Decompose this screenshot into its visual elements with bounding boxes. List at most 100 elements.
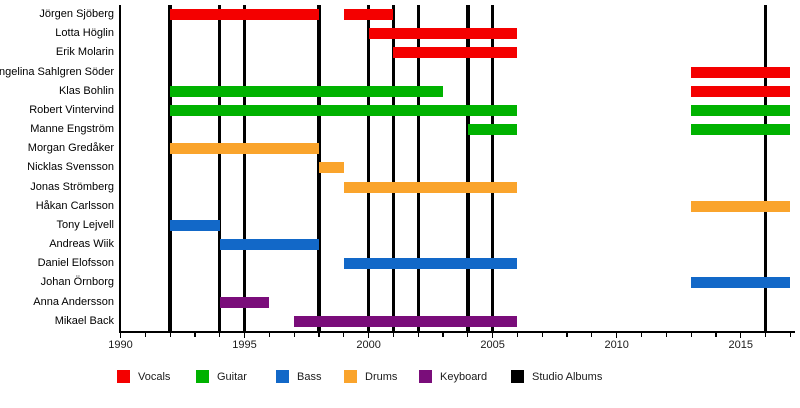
member-label-morgan-gred-ker: Morgan Gredåker xyxy=(27,142,114,155)
studio-album-line-1998 xyxy=(317,5,321,333)
x-axis-tick-2007 xyxy=(541,332,543,338)
legend-swatch-studio-albums xyxy=(511,370,524,383)
member-label-johan-rnborg: Johan Örnborg xyxy=(40,276,114,289)
x-axis-label-1990: 1990 xyxy=(108,339,133,351)
member-label-angelina-sahlgren-s-der: Angelina Sahlgren Söder xyxy=(0,65,114,78)
legend-item-drums: Drums xyxy=(344,369,397,384)
legend-swatch-bass xyxy=(276,370,289,383)
bar-j-rgen-sj-berg-vocals-1992 xyxy=(170,9,319,21)
x-axis-label-2015: 2015 xyxy=(728,339,753,351)
bar-anna-andersson-keyboard-1994 xyxy=(219,296,270,308)
legend-label-bass: Bass xyxy=(297,370,322,383)
x-axis-tick-2004 xyxy=(467,332,469,338)
x-axis-label-1995: 1995 xyxy=(232,339,257,351)
x-axis-tick-1995 xyxy=(243,332,246,339)
bar-manne-engstr-m-guitar-2004 xyxy=(467,124,518,136)
x-axis-label-2010: 2010 xyxy=(604,339,629,351)
member-label-jonas-str-mberg: Jonas Strömberg xyxy=(30,180,114,193)
x-axis xyxy=(118,330,795,333)
bar-robert-vintervind-guitar-1992 xyxy=(170,104,518,116)
member-label-lotta-h-glin: Lotta Höglin xyxy=(55,27,114,40)
legend-item-vocals: Vocals xyxy=(117,369,170,384)
x-axis-tick-1994 xyxy=(219,332,221,338)
studio-album-line-2002 xyxy=(416,5,420,333)
studio-album-line-2005 xyxy=(490,5,495,333)
x-axis-tick-1997 xyxy=(293,332,295,338)
legend-swatch-guitar xyxy=(196,370,209,383)
x-axis-tick-2012 xyxy=(665,332,667,338)
studio-album-line-2001 xyxy=(391,5,396,333)
member-label-anna-andersson: Anna Andersson xyxy=(33,295,114,308)
legend-label-guitar: Guitar xyxy=(217,370,247,383)
x-axis-label-2005: 2005 xyxy=(480,339,505,351)
legend-item-bass: Bass xyxy=(276,369,321,384)
x-axis-tick-1990 xyxy=(119,332,122,339)
x-axis-tick-2002 xyxy=(417,332,419,338)
studio-album-line-2000 xyxy=(366,5,371,333)
x-axis-tick-2016 xyxy=(764,332,767,338)
x-axis-tick-2015 xyxy=(740,332,742,339)
bar-jonas-str-mberg-drums-1999 xyxy=(343,181,518,193)
bar-h-kan-carlsson-drums-2013 xyxy=(691,200,791,212)
bar-mikael-back-keyboard-1997 xyxy=(294,315,518,327)
bar-manne-engstr-m-guitar-2013 xyxy=(691,124,791,136)
member-label-j-rgen-sj-berg: Jörgen Sjöberg xyxy=(39,8,114,20)
bar-j-rgen-sj-berg-vocals-1999 xyxy=(343,9,394,21)
member-label-mikael-back: Mikael Back xyxy=(54,314,114,327)
x-axis-tick-2017 xyxy=(789,332,791,338)
bar-klas-bohlin-vocals-2013 xyxy=(691,85,791,97)
x-axis-tick-2010 xyxy=(616,332,618,339)
x-axis-tick-1996 xyxy=(268,332,270,338)
legend-label-vocals: Vocals xyxy=(138,370,171,383)
bar-erik-molarin-vocals-2001 xyxy=(393,47,518,59)
x-axis-tick-2011 xyxy=(640,332,643,338)
member-label-robert-vintervind: Robert Vintervind xyxy=(29,103,114,116)
studio-album-line-2016 xyxy=(763,5,768,333)
x-axis-tick-1993 xyxy=(194,332,196,338)
x-axis-tick-1992 xyxy=(169,332,171,338)
bar-lotta-h-glin-vocals-2000 xyxy=(368,28,518,40)
bar-morgan-gred-ker-drums-1992 xyxy=(170,143,319,155)
legend-item-keyboard: Keyboard xyxy=(419,369,487,384)
x-axis-tick-2005 xyxy=(492,332,494,339)
bar-andreas-wiik-bass-1994 xyxy=(219,239,319,251)
x-axis-tick-2014 xyxy=(715,332,717,338)
studio-album-line-1995 xyxy=(242,5,247,333)
legend-swatch-vocals xyxy=(117,370,130,383)
x-axis-tick-2013 xyxy=(690,332,692,338)
x-axis-tick-2006 xyxy=(516,332,519,338)
x-axis-tick-2001 xyxy=(392,332,394,338)
x-axis-tick-2003 xyxy=(442,332,444,338)
member-label-klas-bohlin: Klas Bohlin xyxy=(58,84,114,97)
bar-nicklas-svensson-drums-1998 xyxy=(318,162,344,174)
member-label-manne-engstr-m: Manne Engström xyxy=(30,123,114,136)
bar-angelina-sahlgren-s-der-vocals-2013 xyxy=(691,66,791,78)
y-axis xyxy=(118,5,122,333)
legend-item-guitar: Guitar xyxy=(196,369,247,384)
studio-album-line-1994 xyxy=(218,5,222,333)
legend-label-keyboard: Keyboard xyxy=(440,370,488,383)
x-axis-tick-2009 xyxy=(591,332,593,338)
x-axis-tick-1999 xyxy=(343,332,345,338)
bar-daniel-elofsson-bass-1999 xyxy=(343,258,518,270)
studio-album-line-1992 xyxy=(168,5,172,333)
member-label-erik-molarin: Erik Molarin xyxy=(55,46,114,59)
studio-album-line-2004 xyxy=(466,5,470,333)
bar-johan-rnborg-bass-2013 xyxy=(691,277,791,289)
legend-swatch-keyboard xyxy=(419,370,432,383)
member-label-h-kan-carlsson: Håkan Carlsson xyxy=(35,199,114,212)
x-axis-tick-1991 xyxy=(144,332,146,338)
x-axis-tick-2000 xyxy=(368,332,370,339)
x-axis-tick-2008 xyxy=(566,332,568,338)
member-label-daniel-elofsson: Daniel Elofsson xyxy=(37,257,114,270)
member-label-tony-lejvell: Tony Lejvell xyxy=(56,218,114,231)
x-axis-tick-1998 xyxy=(318,332,320,338)
x-axis-label-2000: 2000 xyxy=(356,339,381,351)
member-label-andreas-wiik: Andreas Wiik xyxy=(49,238,114,251)
member-label-nicklas-svensson: Nicklas Svensson xyxy=(27,161,114,174)
legend-swatch-drums xyxy=(344,370,357,383)
legend-label-drums: Drums xyxy=(365,370,398,383)
bar-robert-vintervind-guitar-2013 xyxy=(691,104,791,116)
legend-label-studio-albums: Studio Albums xyxy=(532,370,603,383)
